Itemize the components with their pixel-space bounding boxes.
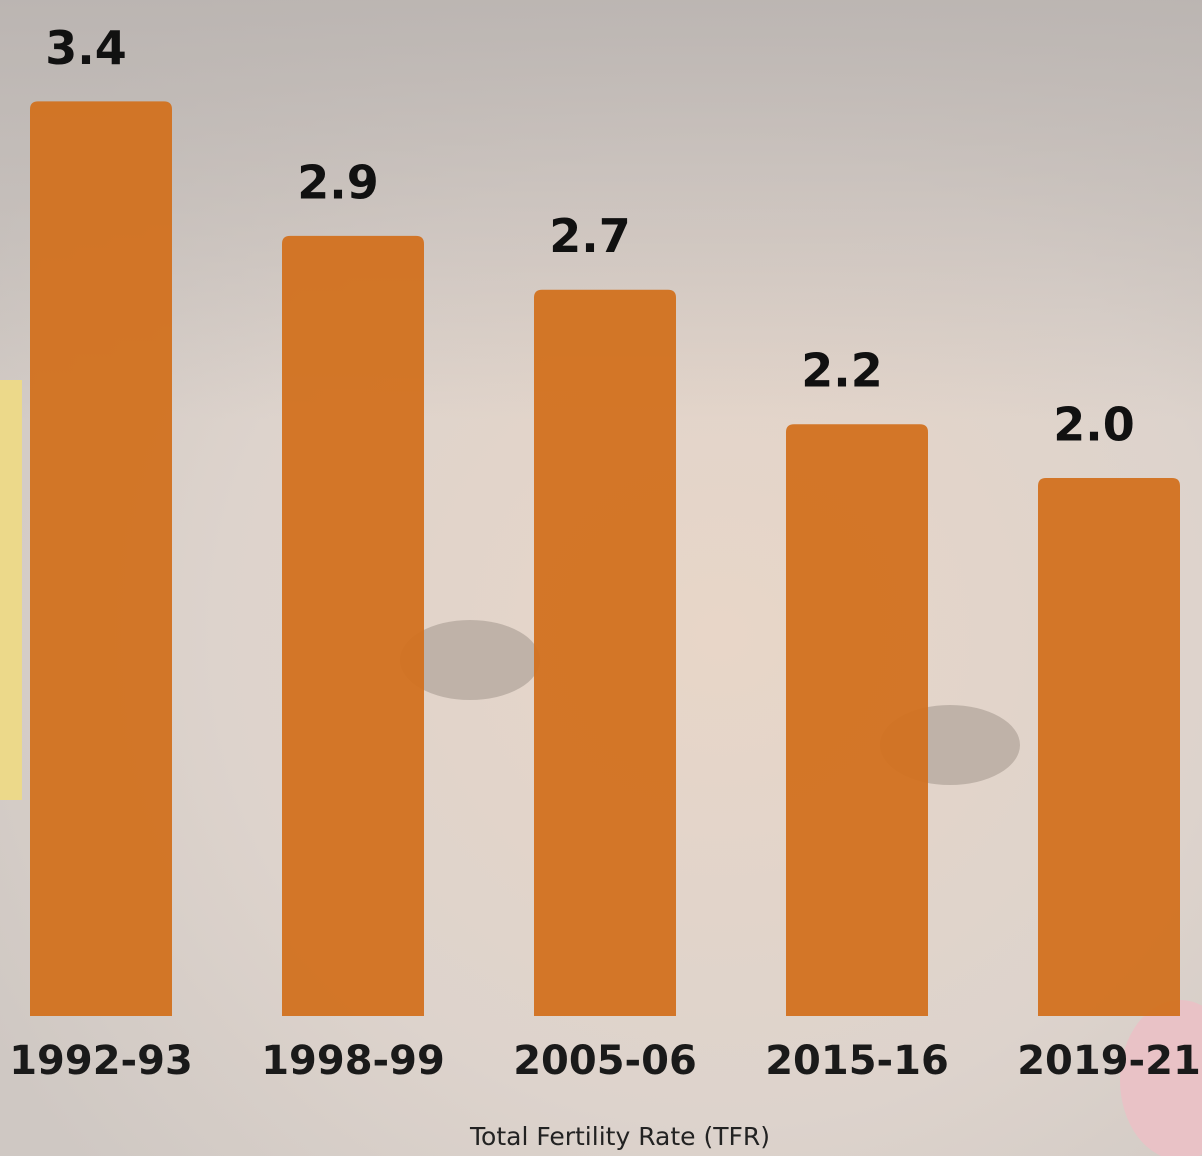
bar [282, 236, 424, 1016]
bar [30, 101, 172, 1016]
value-label: 2.0 [1053, 398, 1135, 452]
chart: Total Fertility Rate (TFR) 3.4 1992-93 2.9… [0, 0, 1202, 1156]
value-label: 2.7 [549, 209, 631, 263]
background-yellow [0, 380, 22, 800]
bar [786, 424, 928, 1016]
x-tick-label: 2015-16 [765, 1038, 949, 1084]
value-label: 2.2 [801, 344, 883, 398]
x-tick-label: 2005-06 [513, 1038, 697, 1084]
x-axis-title: Total Fertility Rate (TFR) [469, 1122, 770, 1151]
x-tick-label: 1998-99 [261, 1038, 445, 1084]
x-tick-label: 1992-93 [9, 1038, 193, 1084]
value-label: 3.4 [45, 21, 127, 75]
bar [534, 290, 676, 1016]
bar [1038, 478, 1180, 1016]
page: {"chart_data": {"type": "bar", "categori… [0, 0, 1202, 1156]
value-label: 2.9 [297, 155, 379, 209]
x-tick-label: 2019-21 [1017, 1038, 1201, 1084]
